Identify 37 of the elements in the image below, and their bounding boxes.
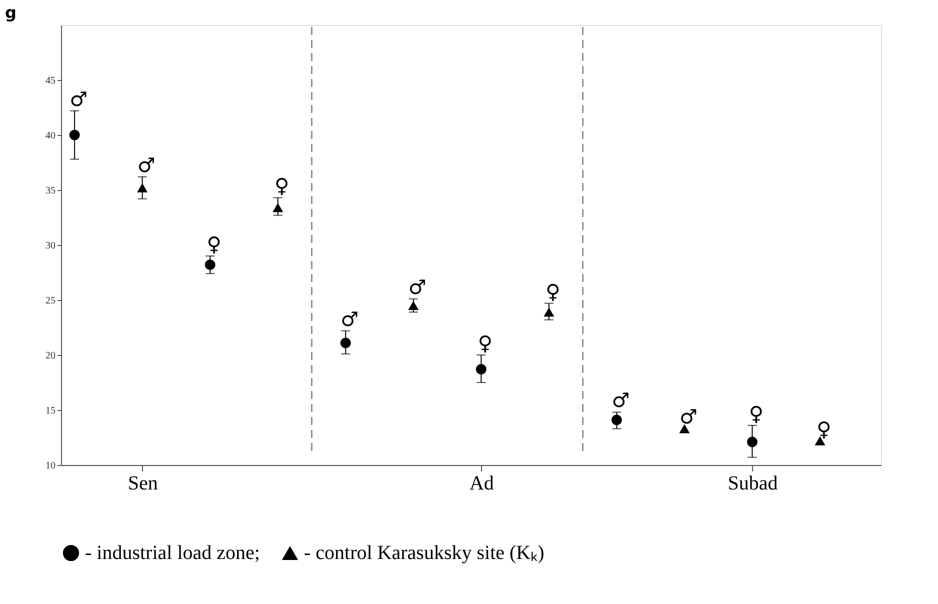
y-tick-label: 15 [46, 406, 56, 416]
data-label: ♀ [478, 331, 492, 355]
data-label: ♀ [206, 232, 222, 256]
point [544, 308, 554, 317]
data-label: ♀ [816, 416, 832, 441]
point [137, 183, 148, 192]
point [476, 364, 486, 375]
data-label: ♂ [680, 404, 698, 429]
data-label: ♂ [70, 86, 88, 111]
x-tick-label: Sen [128, 472, 158, 494]
x-tick-label: Subad [728, 472, 778, 494]
point [679, 424, 690, 434]
legend-label: - control Karasuksky site (Kₖ) [304, 542, 544, 564]
data-label: ♀ [546, 279, 560, 304]
y-tick-label: 35 [46, 186, 56, 196]
data-label: ♀ [274, 174, 290, 198]
point [204, 260, 216, 270]
x-tick-label: Ad [469, 472, 494, 494]
legend-label: - industrial load zone; [85, 542, 260, 564]
y-tick-label: 30 [46, 240, 56, 252]
data-label: ♂ [612, 388, 630, 412]
point [272, 203, 284, 212]
data-label: ♂ [408, 274, 426, 299]
point [69, 130, 80, 140]
y-tick-label: 10 [46, 460, 56, 472]
point [746, 436, 758, 448]
data-label: ♂ [340, 306, 359, 331]
chart-title: g [5, 3, 16, 22]
y-tick-label: 40 [46, 130, 56, 142]
y-tick-label: 45 [46, 76, 56, 86]
y-tick-label: 20 [46, 350, 56, 362]
y-tick-label: 25 [46, 296, 56, 306]
data-label: ♂ [137, 152, 156, 177]
point [340, 338, 351, 348]
point [611, 414, 622, 426]
point [408, 300, 419, 310]
data-label: ♀ [748, 401, 764, 426]
